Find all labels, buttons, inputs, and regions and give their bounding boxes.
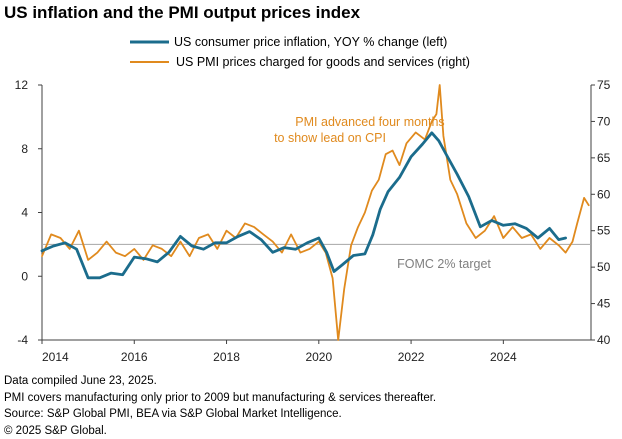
left-tick-label: 8: [21, 142, 28, 156]
left-tick-label: -4: [17, 333, 28, 347]
annotation-line-1: PMI advanced four months: [295, 115, 444, 129]
x-tick-label: 2016: [121, 350, 148, 364]
right-tick-label: 60: [597, 187, 611, 201]
left-tick-label: 12: [15, 78, 29, 92]
footer-note: Source: S&P Global PMI, BEA via S&P Glob…: [4, 408, 342, 420]
right-tick-label: 65: [597, 151, 611, 165]
legend-label-pmi: US PMI prices charged for goods and serv…: [176, 55, 470, 69]
axes: -4 0 4 8 12 40 45 50 55 60 65 70 75 2014 2016 2018 2020 2…: [15, 78, 611, 364]
x-tick-label: 2020: [305, 350, 332, 364]
left-tick-label: 0: [21, 269, 28, 283]
annotation-line-2: to show lead on CPI: [274, 131, 386, 145]
right-tick-label: 70: [597, 114, 611, 128]
cpi-series-line: [40, 131, 567, 280]
left-tick-label: 4: [21, 206, 28, 220]
x-tick-label: 2022: [398, 350, 425, 364]
legend-label-cpi: US consumer price inflation, YOY % chang…: [174, 35, 447, 49]
right-tick-label: 55: [597, 224, 611, 238]
x-tick-label: 2024: [490, 350, 517, 364]
footer-note: PMI covers manufacturing only prior to 2…: [4, 391, 437, 404]
right-tick-label: 45: [597, 297, 611, 311]
right-tick-label: 75: [597, 78, 611, 92]
right-tick-label: 50: [597, 260, 611, 274]
x-tick-label: 2018: [213, 350, 240, 364]
right-tick-label: 40: [597, 333, 611, 347]
legend: US consumer price inflation, YOY % chang…: [130, 35, 470, 69]
footer-note: Data compiled June 23, 2025.: [4, 375, 157, 387]
footer-notes: Data compiled June 23, 2025. PMI covers …: [4, 373, 436, 439]
reference-line-label: FOMC 2% target: [397, 257, 491, 271]
chart-title: US inflation and the PMI output prices i…: [4, 3, 361, 22]
footer-note: © 2025 S&P Global.: [4, 424, 107, 437]
chart-area: US consumer price inflation, YOY % chang…: [15, 35, 611, 364]
plot-lines: [40, 84, 591, 341]
x-tick-label: 2014: [42, 350, 69, 364]
